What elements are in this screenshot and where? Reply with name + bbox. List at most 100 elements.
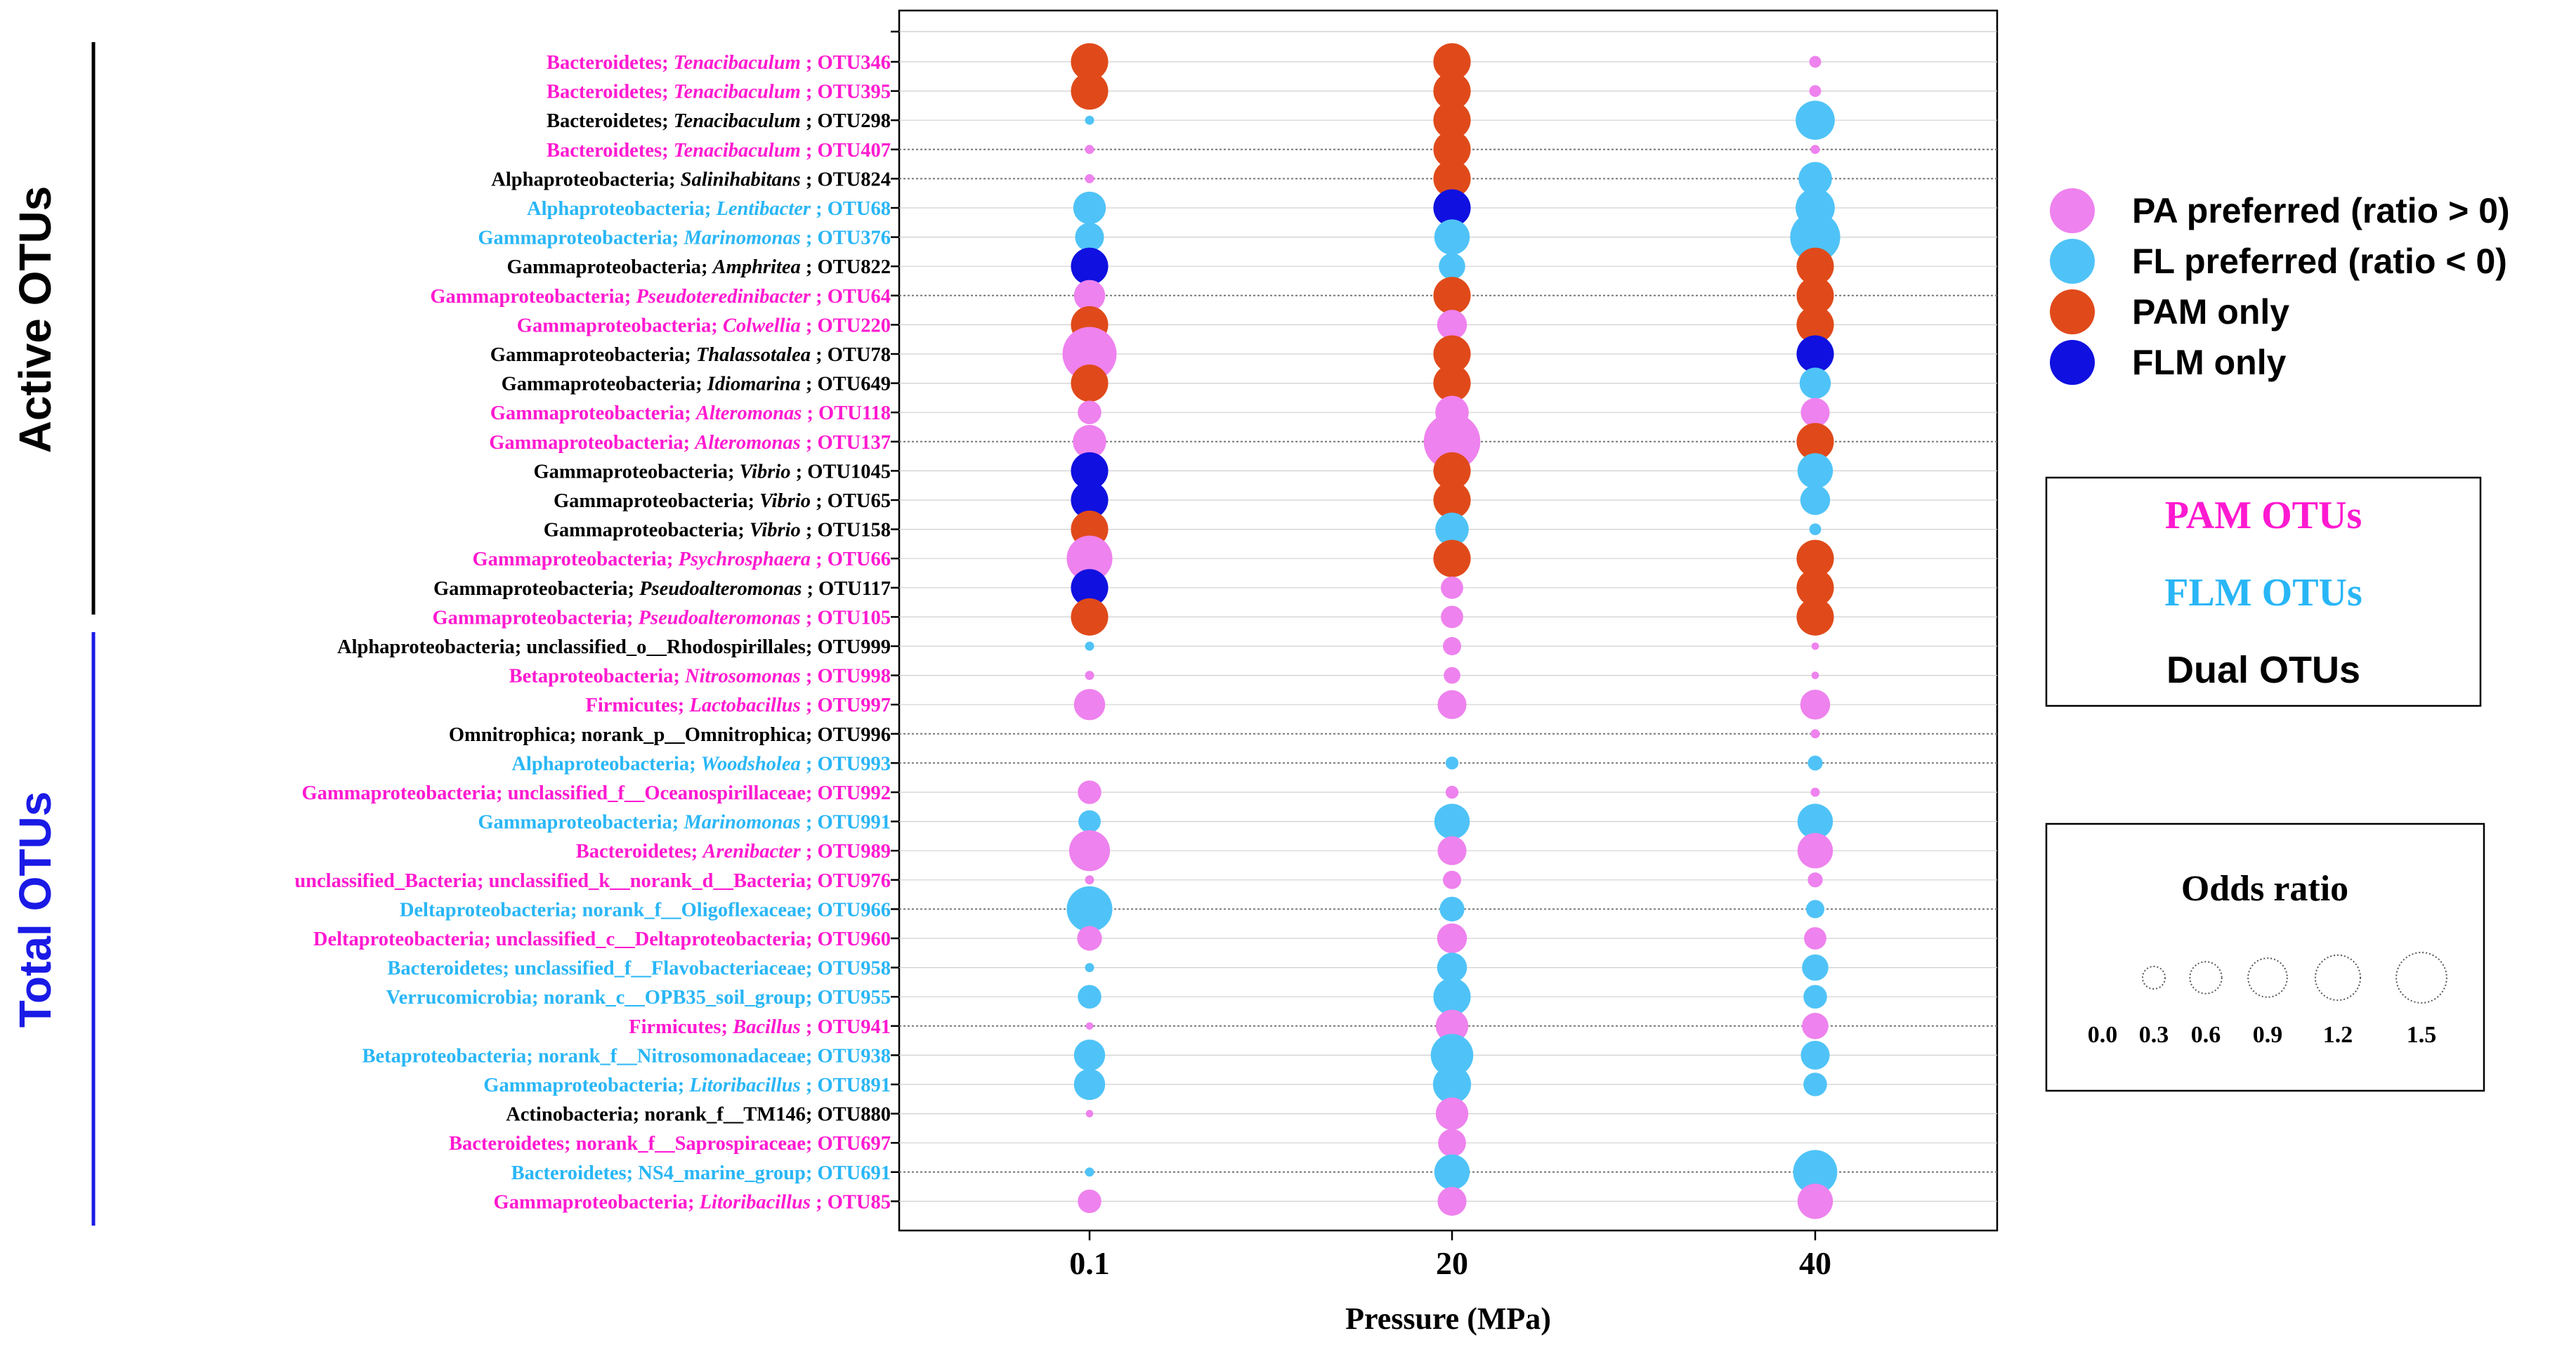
bubble-point: [1085, 173, 1094, 183]
total-otus-label: Total OTUs: [10, 792, 60, 1028]
bubble-point: [1796, 277, 1834, 315]
odds-ratio-tick: 0.0: [2088, 1022, 2118, 1048]
otu-type-label: Dual OTUs: [2166, 649, 2360, 691]
bubble-point: [1085, 963, 1094, 973]
bubble-point: [1810, 729, 1820, 739]
bubble-point: [1811, 671, 1819, 679]
bubble-point: [1085, 1110, 1094, 1117]
bubble-point: [1432, 1065, 1472, 1104]
bubble-point: [1071, 481, 1109, 519]
bubble-point: [1071, 72, 1109, 110]
bubble-point: [1442, 870, 1462, 889]
bubble-point: [1797, 803, 1833, 839]
bubble-point: [1444, 667, 1460, 684]
bubble-point: [1807, 872, 1823, 888]
bubble-point: [1811, 642, 1819, 650]
bubble-point: [1445, 756, 1459, 770]
bubble-point: [1433, 159, 1471, 197]
bubble-point: [1803, 1072, 1827, 1096]
bubble-point: [1439, 896, 1465, 922]
y-tick-label: Deltaproteobacteria; norank_f__Oligoflex…: [400, 899, 891, 921]
bubble-point: [1804, 927, 1826, 950]
y-tick-label: Bacteroidetes; Tenacibaculum ; OTU407: [547, 140, 891, 162]
legend-label: PA preferred (ratio > 0): [2132, 191, 2510, 230]
bubble-point: [1796, 247, 1834, 285]
bubble-point: [1796, 423, 1834, 461]
bubble-point: [1433, 277, 1471, 315]
bubble-point: [1435, 512, 1469, 546]
legend-swatch: [2050, 188, 2095, 233]
y-tick-label: Gammaproteobacteria; Pseudoteredinibacte…: [430, 286, 891, 308]
bubble-point: [1073, 280, 1106, 312]
legend-label: PAM only: [2132, 292, 2289, 332]
bubble-point: [1437, 690, 1467, 719]
bubble-point: [1071, 452, 1109, 490]
bubble-point: [1085, 145, 1094, 155]
y-tick-label: Gammaproteobacteria; Litoribacillus ; OT…: [494, 1191, 891, 1213]
bubble-point: [1437, 952, 1467, 983]
y-tick-label: Bacteroidetes; unclassified_f__Flavobact…: [387, 958, 891, 980]
odds-ratio-box: [2045, 822, 2485, 1092]
bubble-point: [1433, 481, 1471, 519]
bubble-point: [1085, 641, 1094, 651]
bubble-point: [1441, 605, 1463, 629]
legend-label: FL preferred (ratio < 0): [2132, 242, 2507, 281]
odds-ratio-tick: 1.5: [2407, 1022, 2437, 1048]
legend-swatch: [2050, 239, 2095, 284]
y-tick-label: unclassified_Bacteria; unclassified_k__n…: [294, 870, 891, 892]
bubble-point: [1797, 833, 1833, 869]
bubble-point: [1437, 310, 1467, 340]
y-tick-label: Gammaproteobacteria; Alteromonas ; OTU11…: [490, 402, 891, 424]
y-tick-label: Gammaproteobacteria; Amphritea ; OTU822: [507, 256, 891, 278]
bubble-point: [1800, 485, 1831, 516]
bubble-point: [1423, 413, 1481, 471]
bubble-point: [1433, 452, 1471, 490]
bubble-point: [1433, 365, 1471, 402]
y-tick-label: Gammaproteobacteria; Colwellia ; OTU220: [517, 315, 891, 336]
bubble-point: [1066, 535, 1113, 582]
otu-type-box: [2045, 476, 2482, 707]
bubble-point: [1430, 1034, 1474, 1077]
bubble-point: [1078, 985, 1101, 1009]
y-tick-label: Bacteroidetes; NS4_marine_group; OTU691: [511, 1162, 891, 1184]
y-tick-label: Bacteroidetes; Arenibacter ; OTU989: [576, 841, 891, 862]
odds-ratio-circle: [2395, 952, 2447, 1004]
y-tick-label: Gammaproteobacteria; Pseudoalteromonas ;…: [433, 578, 891, 600]
bubble-point: [1438, 1129, 1466, 1157]
bubble-point: [1802, 1013, 1829, 1039]
bubble-point: [1073, 425, 1106, 459]
bubble-point: [1073, 688, 1106, 721]
bubble-point: [1078, 1189, 1101, 1214]
bubble-point: [1437, 836, 1467, 865]
bubble-point: [1809, 523, 1822, 535]
y-tick-label: Gammaproteobacteria; Thalassotalea ; OTU…: [490, 344, 891, 366]
bubble-point: [1071, 569, 1109, 607]
y-tick-label: Gammaproteobacteria; Vibrio ; OTU65: [554, 490, 891, 512]
bubble-point: [1434, 803, 1470, 839]
bubble-point: [1805, 900, 1825, 919]
y-tick-label: Gammaproteobacteria; Vibrio ; OTU1045: [534, 461, 891, 483]
bubble-point: [1437, 1186, 1467, 1216]
odds-ratio-tick: 0.3: [2139, 1022, 2169, 1048]
y-tick-label: Gammaproteobacteria; Litoribacillus ; OT…: [483, 1075, 891, 1096]
bubble-point: [1433, 189, 1471, 227]
bubble-point: [1075, 223, 1104, 252]
bubble-point: [1796, 569, 1834, 607]
y-tick-label: Gammaproteobacteria; Vibrio ; OTU158: [544, 520, 891, 542]
bubble-point: [1796, 306, 1834, 343]
y-tick-label: Bacteroidetes; Tenacibaculum ; OTU346: [547, 52, 891, 74]
odds-ratio-tick: 0.6: [2191, 1022, 2221, 1048]
bubble-point: [1809, 55, 1822, 68]
y-tick-label: Gammaproteobacteria; Marinomonas ; OTU99…: [478, 812, 891, 834]
bubble-point: [1433, 131, 1471, 169]
y-tick-label: Firmicutes; Bacillus ; OTU941: [629, 1016, 891, 1038]
y-tick-label: Bacteroidetes; Tenacibaculum ; OTU395: [547, 81, 891, 103]
bubble-point: [1434, 1154, 1470, 1190]
bubble-point: [1796, 539, 1834, 577]
x-tick-label: 0.1: [1069, 1245, 1110, 1281]
bubble-point: [1800, 398, 1830, 427]
bubble-point: [1077, 926, 1102, 951]
y-tick-label: Gammaproteobacteria; Pseudoalteromonas ;…: [432, 607, 891, 629]
bubble-point: [1797, 453, 1833, 489]
